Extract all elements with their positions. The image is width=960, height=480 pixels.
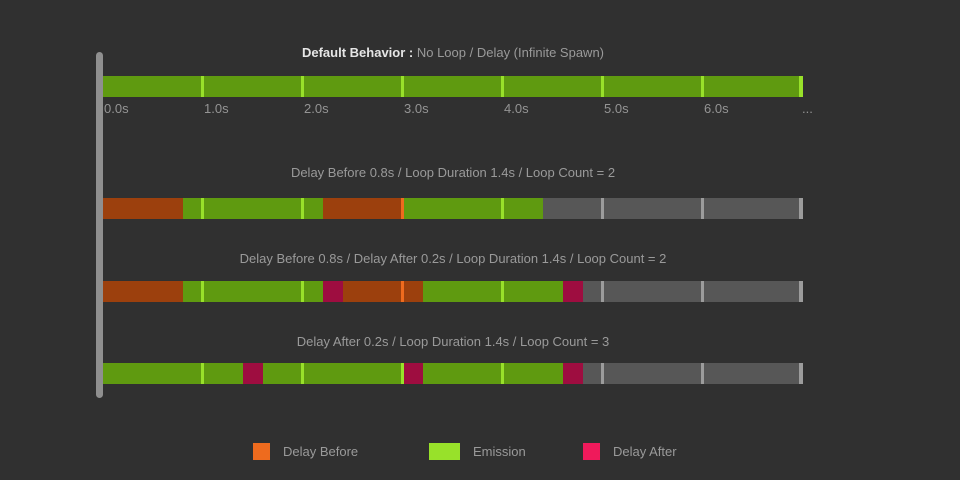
segment-emission	[103, 76, 803, 97]
legend-label: Emission	[473, 444, 526, 459]
segment-delay-after	[563, 281, 583, 302]
timeline-bar-delay-after	[103, 363, 803, 384]
timeline-bar-delay-before	[103, 198, 803, 219]
tick-4s	[501, 281, 504, 302]
tick-2s	[301, 281, 304, 302]
segment-emission	[423, 363, 563, 384]
tick-4s	[501, 363, 504, 384]
tick-5s	[601, 198, 604, 219]
tick-4s	[501, 198, 504, 219]
time-label-2.0s: 2.0s	[304, 101, 329, 116]
section-title-bold: Default Behavior :	[301, 45, 417, 60]
section-title-text: Delay Before 0.8s / Loop Duration 1.4s /…	[290, 165, 616, 180]
segment-delay-before	[103, 281, 183, 302]
time-label-3.0s: 3.0s	[404, 101, 429, 116]
tick-2s	[301, 363, 304, 384]
tick-6s	[701, 76, 704, 97]
delay-after-swatch-icon	[583, 443, 600, 460]
bar-end-cap	[799, 76, 803, 97]
segment-delay-after	[563, 363, 583, 384]
tick-3s	[401, 281, 404, 302]
segment-delay-after	[243, 363, 263, 384]
section-title: Default Behavior : No Loop / Delay (Infi…	[103, 45, 803, 60]
section-title-text: Delay After 0.2s / Loop Duration 1.4s / …	[296, 334, 610, 349]
segment-delay-before	[323, 198, 403, 219]
section-title: Delay Before 0.8s / Loop Duration 1.4s /…	[103, 165, 803, 180]
segment-emission	[403, 198, 543, 219]
segment-inactive	[543, 198, 803, 219]
legend-label: Delay Before	[283, 444, 359, 459]
time-label-1.0s: 1.0s	[204, 101, 229, 116]
delay-before-swatch-icon	[253, 443, 270, 460]
section-title-text: No Loop / Delay (Infinite Spawn)	[416, 45, 604, 60]
tick-6s	[701, 198, 704, 219]
tick-6s	[701, 363, 704, 384]
segment-delay-before	[343, 281, 423, 302]
tick-5s	[601, 281, 604, 302]
tick-4s	[501, 76, 504, 97]
time-label-0.0s: 0.0s	[104, 101, 129, 116]
tick-1s	[201, 76, 204, 97]
tick-3s	[401, 76, 404, 97]
emission-swatch-icon	[429, 443, 460, 460]
segment-delay-after	[323, 281, 343, 302]
section-title: Delay Before 0.8s / Delay After 0.2s / L…	[103, 251, 803, 266]
time-label-4.0s: 4.0s	[504, 101, 529, 116]
legend-item-emission: Emission	[429, 443, 526, 460]
segment-emission	[423, 281, 563, 302]
tick-1s	[201, 363, 204, 384]
segment-emission	[183, 281, 323, 302]
bar-end-cap	[799, 281, 803, 302]
segment-inactive	[583, 363, 803, 384]
tick-3s	[401, 363, 404, 384]
legend-item-delay-after: Delay After	[583, 443, 677, 460]
timeline-axis-line	[96, 52, 103, 398]
tick-1s	[201, 281, 204, 302]
time-axis-labels: 0.0s 1.0s 2.0s 3.0s 4.0s 5.0s 6.0s...	[103, 101, 823, 117]
tick-6s	[701, 281, 704, 302]
tick-5s	[601, 76, 604, 97]
legend-label: Delay After	[613, 444, 677, 459]
segment-emission	[263, 363, 403, 384]
segment-delay-before	[103, 198, 183, 219]
bar-end-cap	[799, 363, 803, 384]
bar-end-cap	[799, 198, 803, 219]
tick-1s	[201, 198, 204, 219]
time-label-overflow: ...	[802, 101, 813, 116]
timeline-bar-delay-before-after	[103, 281, 803, 302]
section-title-text: Delay Before 0.8s / Delay After 0.2s / L…	[239, 251, 667, 266]
tick-5s	[601, 363, 604, 384]
time-label-6.0s: 6.0s	[704, 101, 729, 116]
section-title: Delay After 0.2s / Loop Duration 1.4s / …	[103, 334, 803, 349]
timeline-bar-default	[103, 76, 803, 97]
tick-3s	[401, 198, 404, 219]
segment-emission	[183, 198, 323, 219]
tick-2s	[301, 198, 304, 219]
legend-item-delay-before: Delay Before	[253, 443, 358, 460]
segment-emission	[103, 363, 243, 384]
time-label-5.0s: 5.0s	[604, 101, 629, 116]
segment-delay-after	[403, 363, 423, 384]
tick-2s	[301, 76, 304, 97]
segment-inactive	[583, 281, 803, 302]
